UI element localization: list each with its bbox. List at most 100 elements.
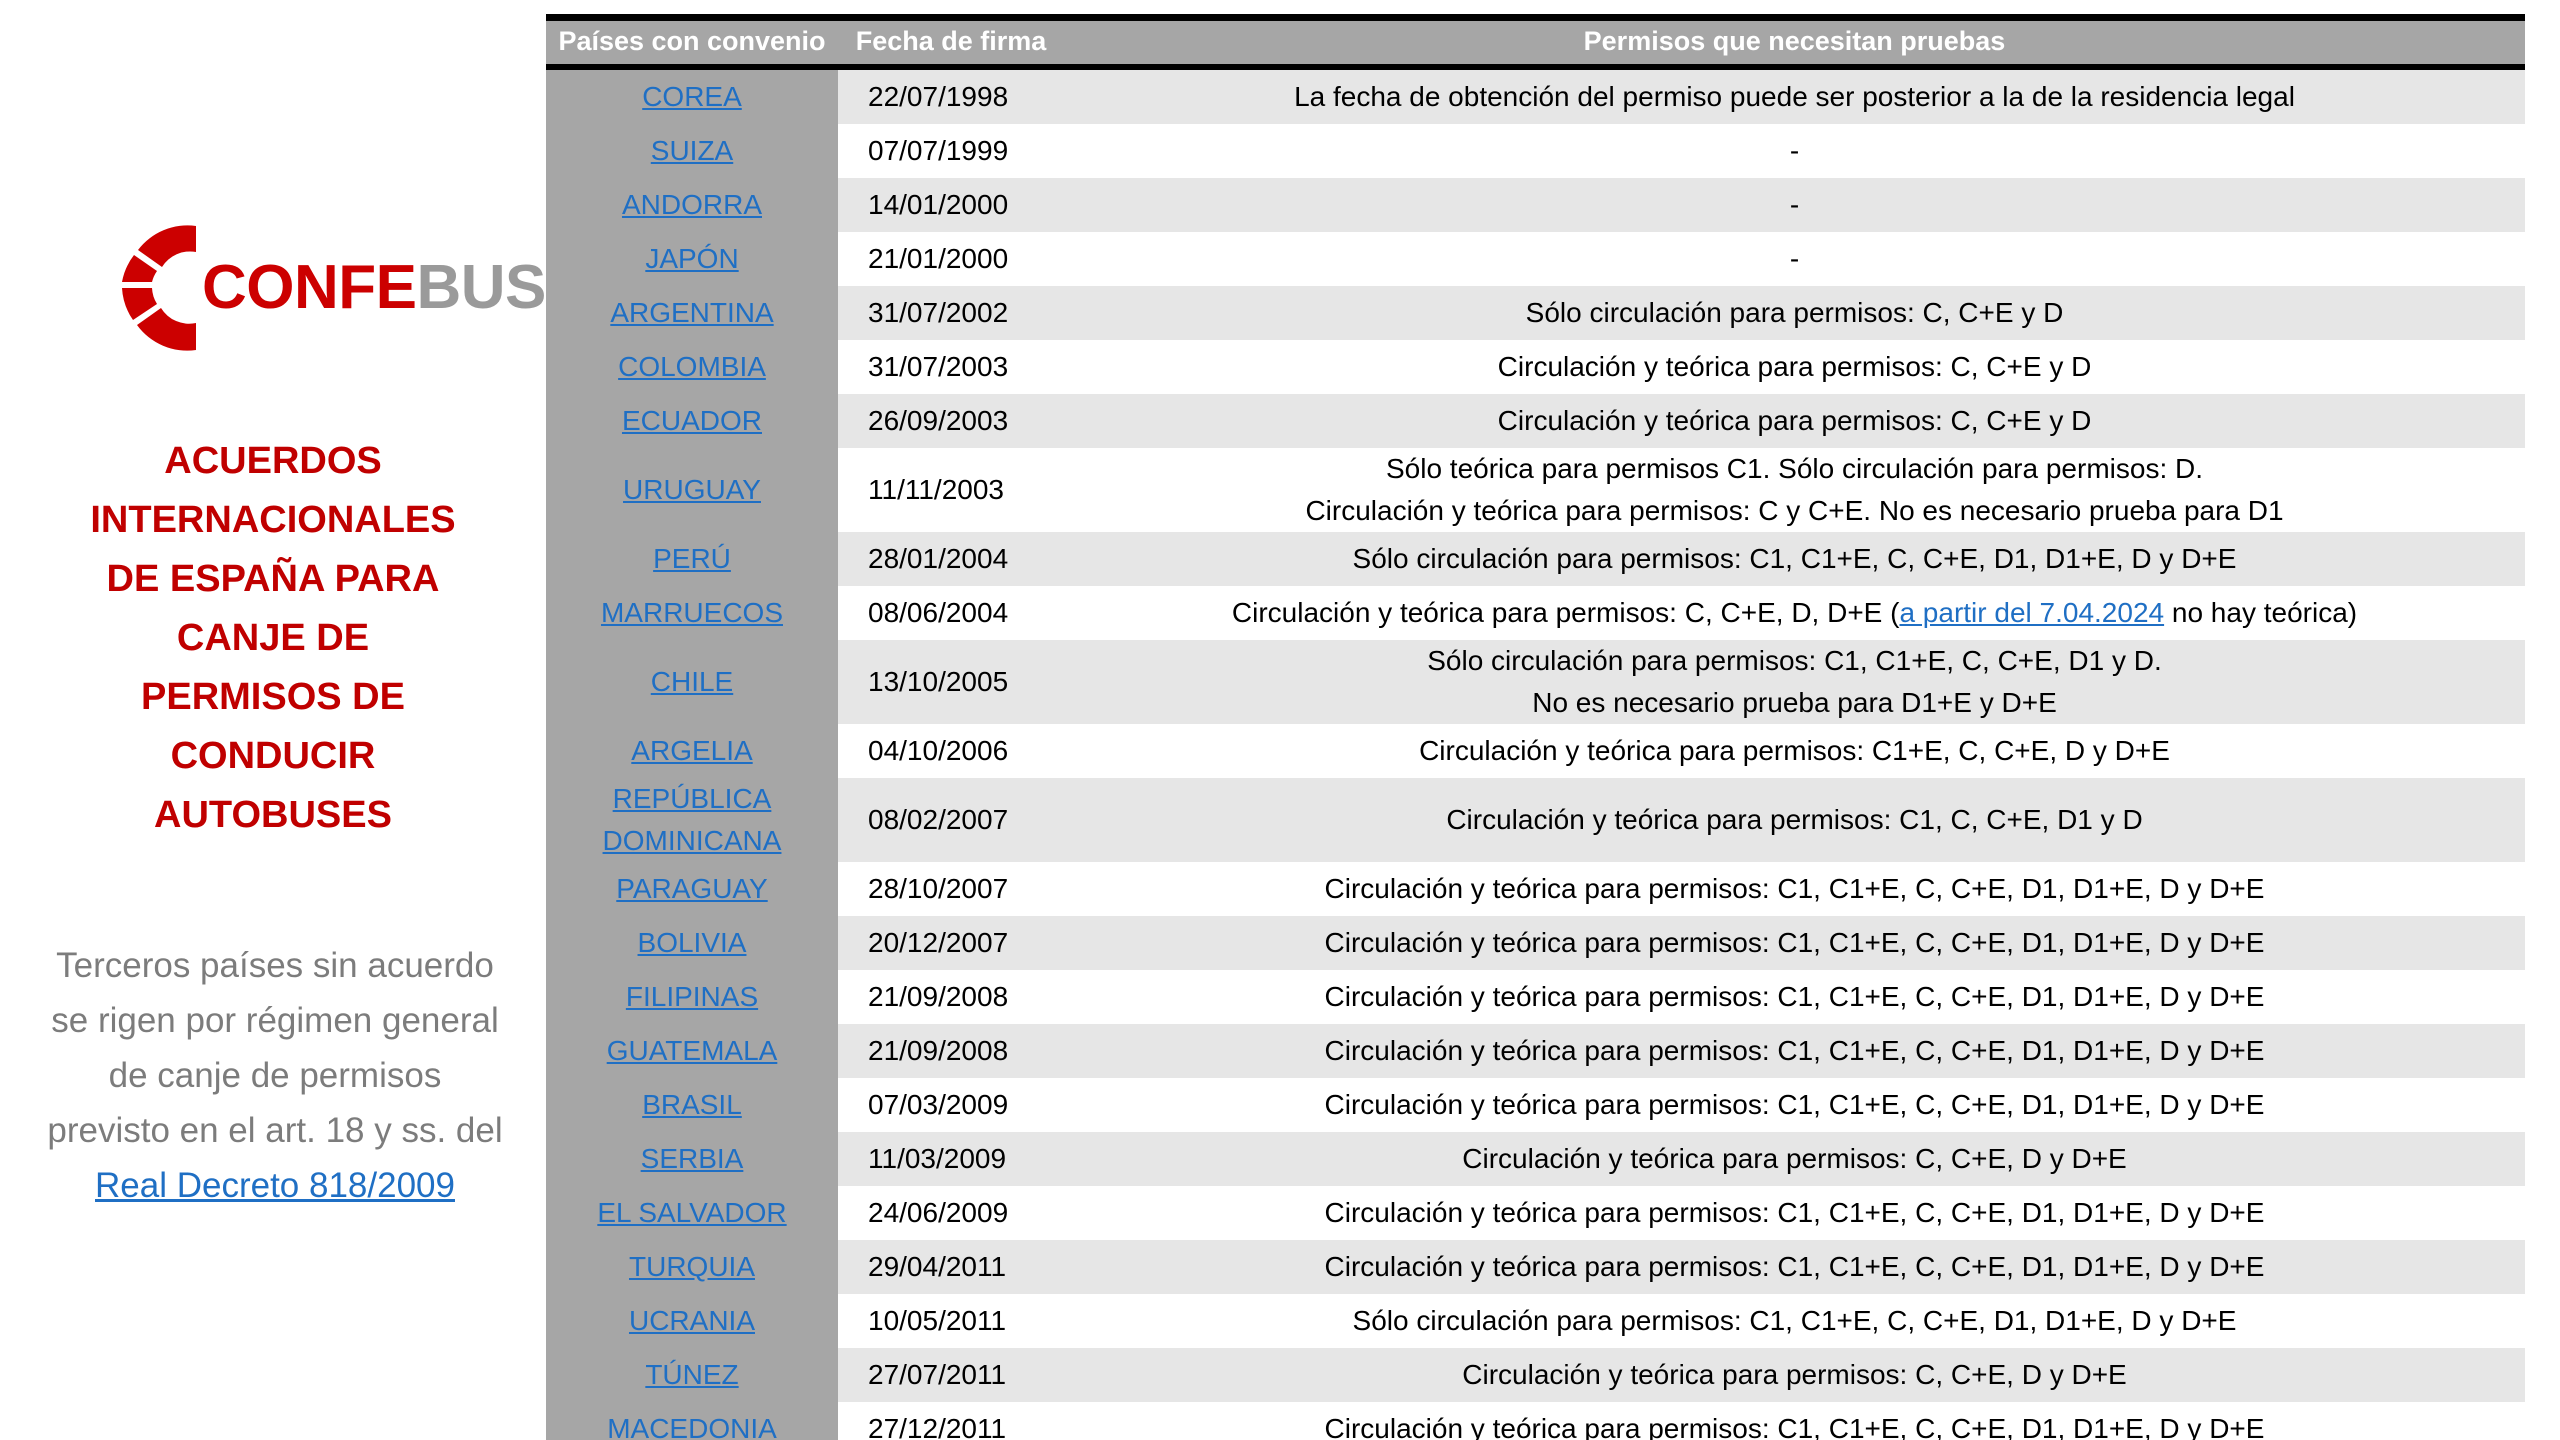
country-link[interactable]: UCRANIA	[628, 1305, 755, 1336]
country-link[interactable]: FILIPINAS	[625, 981, 759, 1012]
table-row: JAPÓN 21/01/2000 -	[546, 232, 2525, 286]
table-body: COREA 22/07/1998 La fecha de obtención del…	[546, 67, 2525, 1440]
title-line-2: INTERNACIONALES	[90, 499, 456, 541]
footnote-line-2: se rigen por régimen general	[51, 1001, 499, 1040]
permissions-cell: Circulación y teórica para permisos: C1,…	[1064, 778, 2525, 862]
signature-date-cell: 11/11/2003	[838, 448, 1064, 532]
country-link[interactable]: ARGELIA	[631, 735, 753, 766]
signature-date-cell: 20/12/2007	[838, 916, 1064, 970]
permissions-cell: Circulación y teórica para permisos: C1+…	[1064, 724, 2525, 778]
signature-date-cell: 27/07/2011	[838, 1348, 1064, 1402]
title-line-3: DE ESPAÑA PARA	[106, 558, 440, 600]
real-decreto-link[interactable]: Real Decreto 818/2009	[95, 1166, 455, 1205]
country-cell: EL SALVADOR	[546, 1186, 838, 1240]
signature-date-cell: 26/09/2003	[838, 394, 1064, 448]
logo-text-bus: BUS	[416, 253, 547, 322]
country-link[interactable]: TURQUIA	[629, 1251, 755, 1282]
permissions-line: Circulación y teórica para permisos: C1,…	[1324, 1251, 2265, 1282]
permissions-line: Sólo circulación para permisos: C1, C1+E…	[1352, 1305, 2237, 1336]
permissions-line: Circulación y teórica para permisos: C, …	[1231, 597, 2358, 628]
signature-date-cell: 07/07/1999	[838, 124, 1064, 178]
table-row: PERÚ 28/01/2004 Sólo circulación para perm…	[546, 532, 2525, 586]
permissions-cell: Circulación y teórica para permisos: C1,…	[1064, 1024, 2525, 1078]
permissions-cell: Circulación y teórica para permisos: C, …	[1064, 1348, 2525, 1402]
permissions-line: Circulación y teórica para permisos: C1,…	[1324, 1197, 2265, 1228]
country-link[interactable]: MARRUECOS	[600, 597, 783, 628]
signature-date-cell: 21/09/2008	[838, 970, 1064, 1024]
table-row: FILIPINAS 21/09/2008 Circulación y teórica…	[546, 970, 2525, 1024]
country-link[interactable]: ECUADOR	[621, 405, 762, 436]
footnote-line-1: Terceros países sin acuerdo	[56, 946, 494, 985]
permissions-line: Circulación y teórica para permisos: C1,…	[1446, 804, 2143, 835]
permissions-cell: -	[1064, 178, 2525, 232]
logo-text-confe: CONFE	[202, 253, 417, 322]
table-row: BOLIVIA 20/12/2007 Circulación y teórica p…	[546, 916, 2525, 970]
permissions-cell: Circulación y teórica para permisos: C, …	[1064, 586, 2525, 640]
signature-date-cell: 08/06/2004	[838, 586, 1064, 640]
footnote-line-4: previsto en el art. 18 y ss. del	[47, 1111, 503, 1150]
country-link[interactable]: PARAGUAY	[616, 873, 768, 904]
permissions-cell: Circulación y teórica para permisos: C1,…	[1064, 1402, 2525, 1440]
permissions-line: Circulación y teórica para permisos: C, …	[1462, 1143, 2127, 1174]
country-cell: GUATEMALA	[546, 1024, 838, 1078]
country-link[interactable]: BOLIVIA	[637, 927, 747, 958]
permissions-line: La fecha de obtención del permiso puede …	[1294, 81, 2295, 112]
signature-date-cell: 08/02/2007	[838, 778, 1064, 862]
country-cell: ANDORRA	[546, 178, 838, 232]
country-link[interactable]: ANDORRA	[621, 189, 762, 220]
country-link[interactable]: SUIZA	[650, 135, 734, 166]
country-link[interactable]: ARGENTINA	[610, 297, 774, 328]
signature-date-cell: 07/03/2009	[838, 1078, 1064, 1132]
table-row: SUIZA 07/07/1999 -	[546, 124, 2525, 178]
country-cell: TÚNEZ	[546, 1348, 838, 1402]
permissions-line: -	[1789, 189, 1800, 220]
country-link[interactable]: SERBIA	[640, 1143, 744, 1174]
footnote-line-3: de canje de permisos	[108, 1056, 442, 1095]
permissions-cell: La fecha de obtención del permiso puede …	[1064, 67, 2525, 124]
column-header-permissions: Permisos que necesitan pruebas	[1064, 21, 2525, 70]
country-link[interactable]: REPÚBLICA DOMINICANA	[602, 783, 782, 856]
permissions-cell: -	[1064, 124, 2525, 178]
country-link[interactable]: GUATEMALA	[606, 1035, 778, 1066]
permissions-cell: Circulación y teórica para permisos: C, …	[1064, 340, 2525, 394]
country-link[interactable]: CHILE	[650, 666, 734, 697]
country-link[interactable]: EL SALVADOR	[597, 1197, 787, 1228]
permissions-line: Sólo circulación para permisos: C, C+E y…	[1525, 297, 2064, 328]
country-cell: BOLIVIA	[546, 916, 838, 970]
permissions-line: Circulación y teórica para permisos: C1,…	[1324, 981, 2265, 1012]
signature-date-cell: 22/07/1998	[838, 67, 1064, 124]
permissions-line: Circulación y teórica para permisos: C1,…	[1324, 873, 2265, 904]
country-link[interactable]: COLOMBIA	[618, 351, 766, 382]
permissions-line: Circulación y teórica para permisos: C1,…	[1324, 1413, 2265, 1440]
table-row: ECUADOR 26/09/2003 Circulación y teórica p…	[546, 394, 2525, 448]
table-row: SERBIA 11/03/2009 Circulación y teórica pa…	[546, 1132, 2525, 1186]
title-line-5: PERMISOS DE	[141, 676, 405, 718]
country-cell: CHILE	[546, 640, 838, 724]
table-row: REPÚBLICA DOMINICANA 08/02/2007 Circulació…	[546, 778, 2525, 862]
confebus-logo: CONFEBUS	[100, 218, 546, 358]
country-cell: ECUADOR	[546, 394, 838, 448]
confebus-wheel-logo-icon	[122, 225, 196, 351]
country-link[interactable]: PERÚ	[653, 543, 731, 574]
permissions-line: -	[1789, 243, 1800, 274]
table-row: UCRANIA 10/05/2011 Sólo circulación para p…	[546, 1294, 2525, 1348]
signature-date-cell: 29/04/2011	[838, 1240, 1064, 1294]
signature-date-cell: 21/01/2000	[838, 232, 1064, 286]
country-cell: PERÚ	[546, 532, 838, 586]
table-row: PARAGUAY 28/10/2007 Circulación y teórica …	[546, 862, 2525, 916]
permissions-inline-link[interactable]: a partir del 7.04.2024	[1899, 597, 2165, 628]
permissions-cell: Circulación y teórica para permisos: C1,…	[1064, 970, 2525, 1024]
table-row: EL SALVADOR 24/06/2009 Circulación y teóri…	[546, 1186, 2525, 1240]
country-link[interactable]: COREA	[642, 81, 742, 112]
country-cell: SUIZA	[546, 124, 838, 178]
table-row: URUGUAY 11/11/2003 Sólo teórica para permi…	[546, 448, 2525, 532]
permissions-cell: Sólo circulación para permisos: C1, C1+E…	[1064, 640, 2525, 724]
table-row: COREA 22/07/1998 La fecha de obtención del…	[546, 67, 2525, 124]
table-row: ANDORRA 14/01/2000 -	[546, 178, 2525, 232]
country-link[interactable]: JAPÓN	[645, 243, 739, 274]
permissions-line: Circulación y teórica para permisos: C y…	[1305, 495, 2284, 526]
country-link[interactable]: MACEDONIA	[607, 1413, 777, 1440]
country-link[interactable]: TÚNEZ	[645, 1359, 739, 1390]
country-link[interactable]: URUGUAY	[623, 474, 761, 505]
country-link[interactable]: BRASIL	[642, 1089, 742, 1120]
